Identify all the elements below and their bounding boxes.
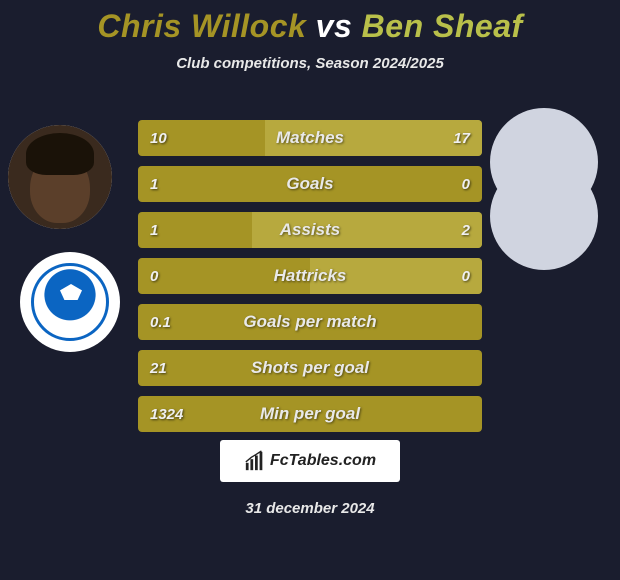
player1-avatar — [8, 125, 112, 229]
stat-value-left: 10 — [150, 120, 167, 156]
date-label: 31 december 2024 — [0, 500, 620, 517]
player2-name: Ben Sheaf — [362, 8, 523, 44]
stat-value-right: 0 — [462, 166, 470, 202]
stat-label: Shots per goal — [138, 350, 482, 386]
stat-label: Matches — [138, 120, 482, 156]
chart-icon — [244, 450, 266, 472]
stat-label: Assists — [138, 212, 482, 248]
stat-value-right: 2 — [462, 212, 470, 248]
stat-value-right: 17 — [453, 120, 470, 156]
player1-club-badge — [20, 252, 120, 352]
stat-row: Goals per match0.1 — [138, 304, 482, 340]
subtitle: Club competitions, Season 2024/2025 — [0, 55, 620, 72]
stat-row: Shots per goal21 — [138, 350, 482, 386]
stat-label: Goals — [138, 166, 482, 202]
stat-value-left: 1 — [150, 166, 158, 202]
watermark: FcTables.com — [220, 440, 400, 482]
comparison-title: Chris Willock vs Ben Sheaf — [0, 0, 620, 45]
stat-label: Hattricks — [138, 258, 482, 294]
stat-value-left: 21 — [150, 350, 167, 386]
watermark-text: FcTables.com — [270, 452, 376, 470]
stat-value-left: 1 — [150, 212, 158, 248]
stat-row: Hattricks0 0 — [138, 258, 482, 294]
stat-row: Matches10 17 — [138, 120, 482, 156]
stat-row: Assists1 2 — [138, 212, 482, 248]
stat-label: Goals per match — [138, 304, 482, 340]
stat-label: Min per goal — [138, 396, 482, 432]
stat-value-left: 1324 — [150, 396, 183, 432]
stat-value-left: 0.1 — [150, 304, 171, 340]
stat-value-right: 0 — [462, 258, 470, 294]
player2-avatar-secondary — [490, 162, 598, 270]
player1-face-icon — [8, 125, 112, 229]
stat-row: Min per goal1324 — [138, 396, 482, 432]
comparison-bars: Matches1017Goals10Assists12Hattricks00Go… — [138, 120, 482, 442]
stat-row: Goals1 0 — [138, 166, 482, 202]
stat-value-left: 0 — [150, 258, 158, 294]
club-crest-icon — [31, 263, 109, 341]
vs-text: vs — [306, 8, 361, 44]
player1-name: Chris Willock — [97, 8, 306, 44]
